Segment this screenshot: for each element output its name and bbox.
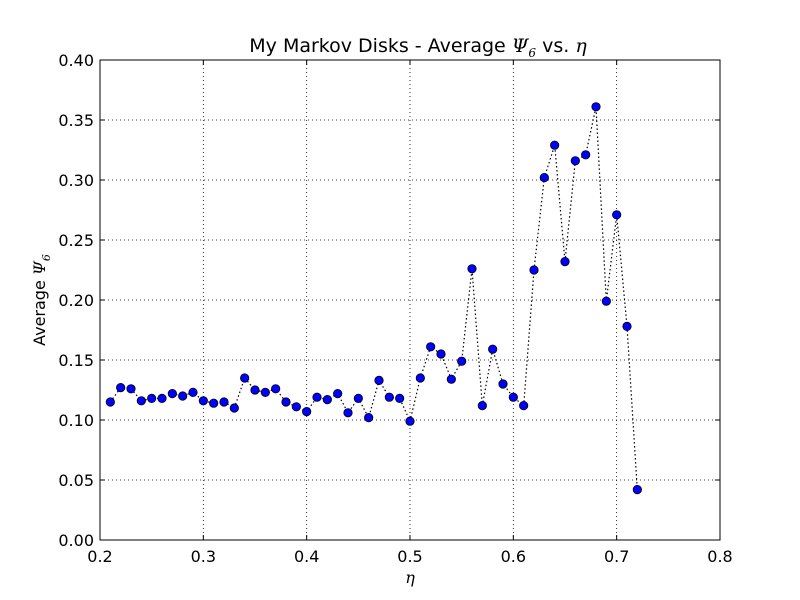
- data-point: [457, 356, 467, 366]
- data-point: [281, 397, 291, 407]
- chart-title: My Markov Disks - Average Ψ6 vs. η: [249, 35, 587, 60]
- data-point: [612, 210, 622, 220]
- data-point: [271, 384, 281, 394]
- data-point: [229, 403, 239, 413]
- y-tick-label: 0.05: [58, 471, 94, 490]
- x-axis-label: η: [405, 568, 415, 587]
- data-point: [529, 265, 539, 275]
- y-tick-label: 0.15: [58, 351, 94, 370]
- y-axis-label: Average Ψ6: [30, 254, 53, 346]
- data-point: [415, 373, 425, 383]
- series-line: [109, 106, 638, 490]
- data-point: [178, 391, 188, 401]
- y-tick-label: 0.40: [58, 51, 94, 70]
- y-tick-label: 0.35: [58, 111, 94, 130]
- data-point: [539, 173, 549, 183]
- data-point: [343, 408, 353, 418]
- data-point: [488, 344, 498, 354]
- data-point: [198, 396, 208, 406]
- y-tick-label: 0.30: [58, 171, 94, 190]
- data-point: [250, 385, 260, 395]
- x-tick-label: 0.4: [294, 547, 319, 566]
- grid-lines: [99, 59, 721, 541]
- x-tick-label: 0.2: [87, 547, 112, 566]
- axis-ticks: 0.2 0.3 0.4 0.5 0.6 0.7 0.8 0.00 0.05 0.10 0.15 0.2…: [58, 51, 732, 566]
- data-point: [240, 373, 250, 383]
- data-point: [426, 342, 436, 352]
- data-point: [353, 393, 363, 403]
- data-point: [519, 400, 529, 411]
- data-point: [550, 140, 560, 150]
- data-point: [188, 387, 198, 397]
- data-point: [508, 392, 518, 402]
- y-tick-label: 0.20: [58, 291, 94, 310]
- data-point: [395, 393, 405, 403]
- data-point: [219, 397, 229, 407]
- data-point: [384, 392, 394, 402]
- data-point: [374, 375, 384, 385]
- x-tick-label: 0.7: [604, 547, 629, 566]
- x-tick-label: 0.3: [191, 547, 216, 566]
- data-point: [446, 374, 456, 384]
- x-tick-label: 0.8: [707, 547, 732, 566]
- data-point: [260, 387, 270, 397]
- data-point: [498, 379, 508, 389]
- data-point: [157, 393, 167, 403]
- data-point: [322, 394, 332, 405]
- data-point: [116, 382, 126, 393]
- data-point: [136, 396, 146, 406]
- data-point: [601, 296, 611, 306]
- data-point: [209, 398, 219, 408]
- data-point: [622, 321, 632, 331]
- data-point: [302, 406, 312, 417]
- x-tick-label: 0.6: [501, 547, 526, 566]
- data-point: [312, 392, 322, 402]
- data-point: [436, 349, 446, 359]
- data-point: [405, 416, 415, 426]
- data-point: [167, 388, 177, 399]
- data-point: [291, 402, 301, 412]
- data-point: [477, 400, 487, 411]
- data-point: [105, 397, 115, 407]
- y-tick-label: 0.10: [58, 411, 94, 430]
- y-tick-label: 0.25: [58, 231, 94, 250]
- x-tick-label: 0.5: [397, 547, 422, 566]
- data-point: [560, 256, 570, 267]
- data-point: [581, 150, 591, 160]
- data-points: [105, 102, 642, 495]
- data-point: [126, 384, 136, 394]
- y-tick-label: 0.00: [58, 531, 94, 550]
- data-point: [147, 393, 157, 403]
- data-point: [632, 484, 642, 495]
- data-point: [467, 264, 477, 274]
- series-line-layer: [109, 106, 638, 490]
- data-point: [591, 102, 601, 112]
- data-point: [570, 156, 580, 166]
- data-point: [333, 388, 343, 399]
- data-point: [364, 412, 374, 423]
